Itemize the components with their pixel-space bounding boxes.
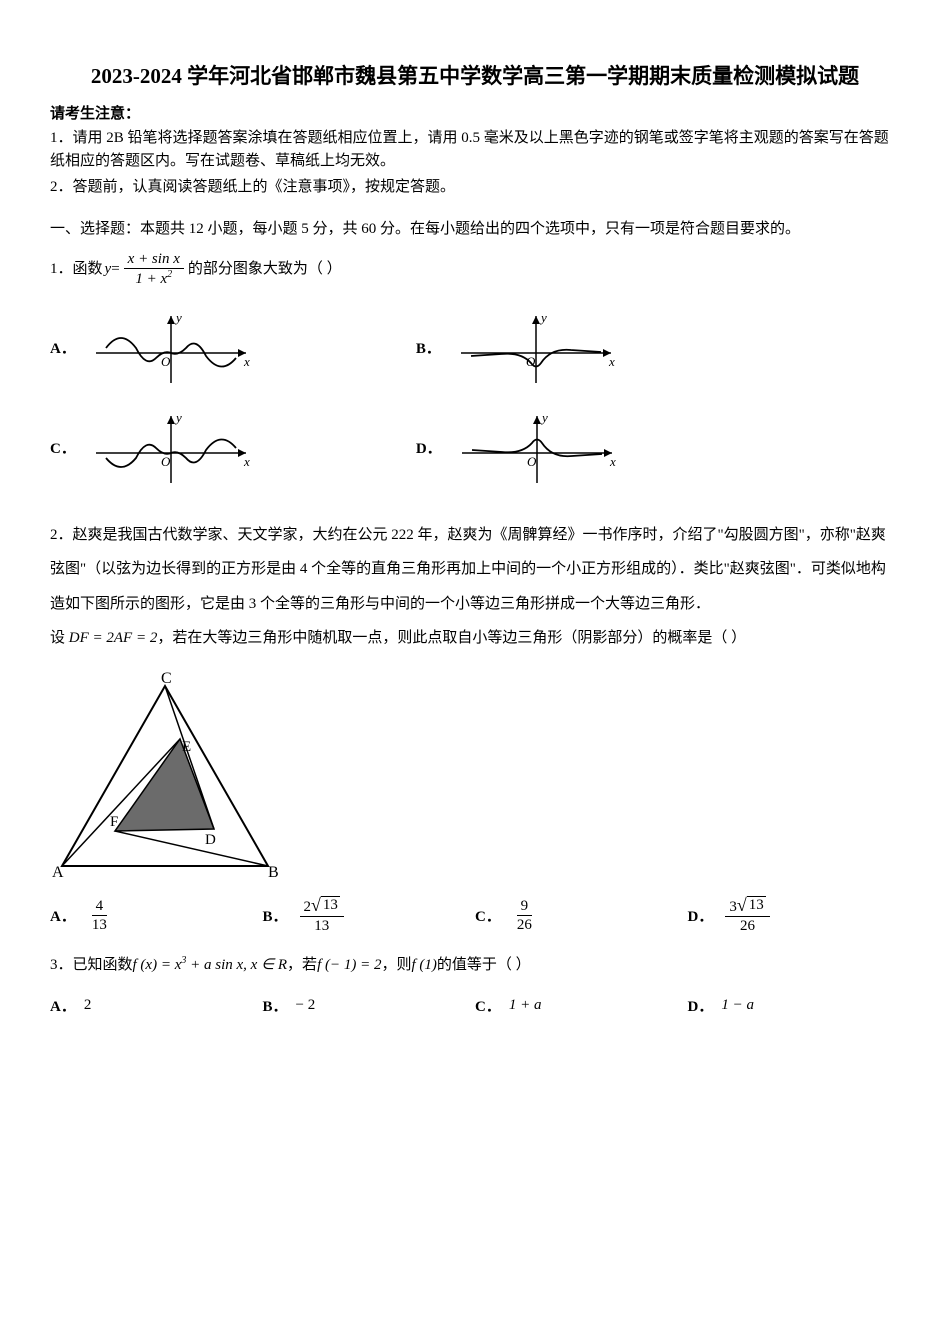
svg-text:C: C [161,671,172,687]
q1-suffix: 的部分图象大致为（ ） [188,251,342,287]
q2-option-d: D． 3√13 26 [688,896,901,935]
q1-graph-d: y x O [452,408,622,488]
question-3: 3．已知函数 f (x) = x3 + a sin x, x ∈ R ，若 f … [50,947,900,1016]
svg-text:D: D [205,832,216,848]
q1-eq: = [111,251,119,287]
q3-stem: 3．已知函数 f (x) = x3 + a sin x, x ∈ R ，若 f … [50,947,900,983]
svg-text:y: y [539,310,547,325]
svg-text:A: A [52,864,64,881]
q1-graph-c: y x O [86,408,256,488]
q1-graph-a: y x O [86,308,256,388]
exam-title: 2023-2024 学年河北省邯郸市魏县第五中学数学高三第一学期期末质量检测模拟… [50,60,900,90]
q3-option-d: D． 1 − a [688,995,901,1016]
svg-text:x: x [243,454,250,469]
q1-stem: 1．函数 y = x + sin x 1 + x2 的部分图象大致为（ ） [50,250,900,288]
svg-text:y: y [174,310,182,325]
q2-option-b: B． 2√13 13 [263,896,476,935]
q1-fraction: x + sin x 1 + x2 [124,250,184,288]
q3-option-c: C． 1 + a [475,995,688,1016]
q1-option-a: A． y x O [50,308,256,388]
q1-denominator: 1 + x2 [131,269,176,288]
svg-text:y: y [540,410,548,425]
svg-text:O: O [527,454,537,469]
question-1: 1．函数 y = x + sin x 1 + x2 的部分图象大致为（ ） A．… [50,250,900,488]
q1-option-c: C． y x O [50,408,256,488]
svg-text:O: O [161,354,171,369]
q1-graph-b: y x O [451,308,621,388]
notice-line-1: 1．请用 2B 铅笔将选择题答案涂填在答题纸相应位置上，请用 0.5 毫米及以上… [50,127,900,172]
q1-lhs: y [105,251,112,287]
q1-option-d: D． y x O [416,408,622,488]
q1-opt-b-label: B． [416,337,441,358]
question-2: 2．赵爽是我国古代数学家、天文学家，大约在公元 222 年，赵爽为《周髀算经》一… [50,518,900,935]
q3-option-a: A． 2 [50,995,263,1016]
svg-text:x: x [609,454,616,469]
notice-header: 请考生注意： [50,102,900,123]
svg-text:x: x [608,354,615,369]
q2-body-text: 2．赵爽是我国古代数学家、天文学家，大约在公元 222 年，赵爽为《周髀算经》一… [50,518,900,622]
q1-opt-d-label: D． [416,437,442,458]
svg-text:y: y [174,410,182,425]
section-1-header: 一、选择题：本题共 12 小题，每小题 5 分，共 60 分。在每小题给出的四个… [50,217,900,238]
q2-option-a: A． 4 13 [50,896,263,935]
q3-option-b: B． − 2 [263,995,476,1016]
q1-prefix: 1．函数 [50,251,103,287]
q2-options: A． 4 13 B． 2√13 13 C． 9 26 D． [50,896,900,935]
svg-text:F: F [110,814,118,830]
q1-opt-a-label: A． [50,337,76,358]
q2-figure: C A B E F D [50,671,900,881]
q2-condition: 设 DF = 2AF = 2，若在大等边三角形中随机取一点，则此点取自小等边三角… [50,621,900,656]
q1-option-b: B． y x O [416,308,621,388]
svg-text:B: B [268,864,279,881]
q1-numerator: x + sin x [124,250,184,269]
q3-options: A． 2 B． − 2 C． 1 + a D． 1 − a [50,995,900,1016]
svg-text:E: E [182,739,191,755]
q1-opt-c-label: C． [50,437,76,458]
svg-text:O: O [161,454,171,469]
q1-options: A． y x O B． y x O [50,308,900,488]
svg-text:x: x [243,354,250,369]
notice-line-2: 2．答题前，认真阅读答题纸上的《注意事项》，按规定答题。 [50,176,900,199]
q2-option-c: C． 9 26 [475,896,688,935]
